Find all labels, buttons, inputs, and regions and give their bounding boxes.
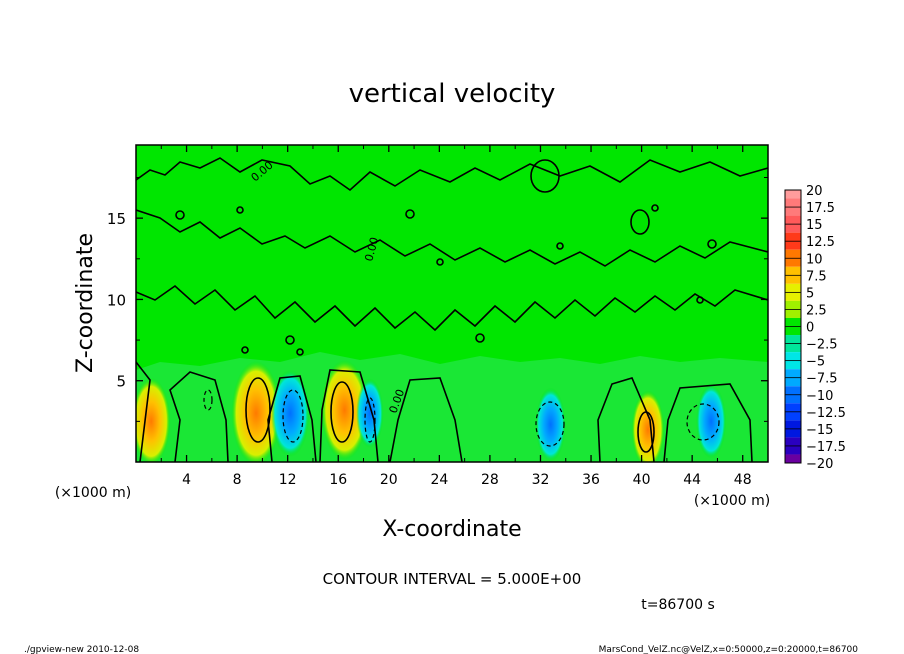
plot-frame — [135, 144, 769, 463]
x-tick-label: 20 — [380, 472, 398, 488]
colorbar-label: 10 — [806, 252, 823, 267]
colorbar-label: −7.5 — [806, 372, 838, 387]
downdraft-anomaly — [696, 384, 727, 459]
updraft-anomaly — [231, 360, 281, 462]
x-unit-right: (×1000 m) — [694, 493, 770, 509]
x-tick-label: 4 — [182, 472, 191, 488]
colorbar-label: −10 — [806, 389, 833, 404]
chart-title: vertical velocity — [349, 79, 556, 109]
colorbar-label: 5 — [806, 286, 814, 301]
x-tick-label: 48 — [734, 472, 752, 488]
updraft-anomaly — [631, 390, 665, 462]
y-tick-label: 10 — [107, 291, 126, 309]
plot-area: 0.00 0.00 0.00 4 8 12 16 20 24 28 32 36 40 44 48 51… — [107, 144, 769, 488]
x-tick-label: 40 — [633, 472, 651, 488]
y-axis-ticks: 5 10 15 — [107, 177, 768, 422]
colorbar-label: −15 — [806, 423, 833, 438]
colorbar-label: −2.5 — [806, 338, 838, 353]
x-axis-ticks: 4 8 12 16 20 24 28 32 36 40 44 48 — [160, 145, 752, 488]
colorbar-label: 0 — [806, 321, 814, 336]
y-tick-label: 15 — [107, 210, 126, 228]
colorbar-swatch — [785, 454, 801, 463]
contour-interval: CONTOUR INTERVAL = 5.000E+00 — [323, 570, 582, 588]
colorbar-label: 15 — [806, 218, 823, 233]
colorbar-label: 12.5 — [806, 235, 835, 250]
downdraft-anomaly — [271, 369, 310, 457]
contour-label: 0.00 — [362, 236, 381, 263]
x-tick-label: 32 — [532, 472, 550, 488]
x-tick-label: 36 — [582, 472, 600, 488]
x-unit-left: (×1000 m) — [55, 485, 131, 501]
colorbar-label: 7.5 — [806, 269, 827, 284]
colorbar-swatch — [785, 190, 801, 199]
colorbar-label: 17.5 — [806, 201, 835, 216]
updraft-anomaly — [136, 377, 171, 462]
time-stamp: t=86700 s — [641, 597, 715, 613]
updraft-anomaly — [321, 359, 368, 461]
downdraft-anomaly — [356, 378, 384, 449]
y-tick-label: 5 — [116, 373, 126, 391]
x-tick-label: 24 — [430, 472, 448, 488]
colorbar-label: −12.5 — [806, 406, 846, 421]
colorbar: 20 17.5 15 12.5 10 7.5 5 2.5 0 −2.5 −5 −7.5 −10 −12.5… — [784, 184, 846, 472]
negative-contours — [203, 389, 720, 447]
footer-right: MarsCond_VelZ.nc@VelZ,x=0:50000,z=0:2000… — [599, 645, 859, 654]
x-tick-label: 12 — [279, 472, 297, 488]
x-tick-label: 8 — [233, 472, 242, 488]
y-axis-label: Z-coordinate — [73, 233, 98, 373]
downdraft-anomaly — [535, 387, 566, 462]
x-tick-label: 28 — [481, 472, 499, 488]
x-axis-label: X-coordinate — [382, 517, 521, 542]
colorbar-label: 2.5 — [806, 303, 827, 318]
colorbar-label: −17.5 — [806, 440, 846, 455]
x-tick-label: 16 — [329, 472, 347, 488]
footer-left: ./gpview-new 2010-12-08 — [24, 645, 139, 654]
colorbar-label: −20 — [806, 457, 833, 472]
colorbar-label: 20 — [806, 184, 823, 199]
colorbar-label: −5 — [806, 355, 825, 370]
x-tick-label: 44 — [683, 472, 701, 488]
contour-lines — [136, 157, 768, 462]
